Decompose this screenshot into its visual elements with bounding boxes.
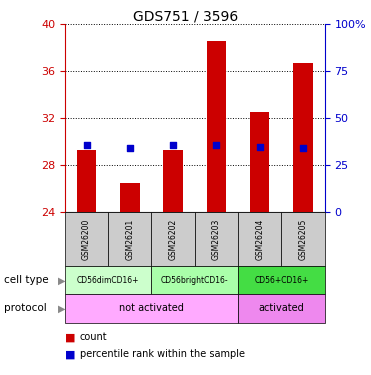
Text: GDS751 / 3596: GDS751 / 3596: [133, 9, 238, 23]
Point: [170, 142, 176, 148]
Text: count: count: [80, 333, 107, 342]
Point: [257, 144, 263, 150]
Text: protocol: protocol: [4, 303, 46, 313]
Text: GSM26204: GSM26204: [255, 218, 264, 260]
Text: CD56+CD16+: CD56+CD16+: [254, 276, 309, 285]
Point: [213, 142, 219, 148]
Text: activated: activated: [259, 303, 304, 313]
Bar: [293, 63, 313, 212]
Text: percentile rank within the sample: percentile rank within the sample: [80, 350, 245, 359]
Text: GSM26200: GSM26200: [82, 218, 91, 260]
Text: cell type: cell type: [4, 275, 48, 285]
Text: CD56brightCD16-: CD56brightCD16-: [161, 276, 229, 285]
Text: ■: ■: [65, 350, 75, 359]
Text: not activated: not activated: [119, 303, 184, 313]
Bar: [120, 183, 139, 212]
Bar: [163, 150, 183, 212]
Text: GSM26203: GSM26203: [212, 218, 221, 260]
Point: [127, 145, 133, 151]
Bar: [207, 41, 226, 212]
Point: [300, 145, 306, 151]
Text: ▶: ▶: [58, 275, 65, 285]
Bar: [250, 112, 269, 212]
Text: ▶: ▶: [58, 303, 65, 313]
Point: [83, 142, 89, 148]
Text: GSM26202: GSM26202: [169, 218, 178, 259]
Text: CD56dimCD16+: CD56dimCD16+: [77, 276, 139, 285]
Bar: [77, 150, 96, 212]
Text: GSM26205: GSM26205: [299, 218, 308, 260]
Text: ■: ■: [65, 333, 75, 342]
Text: GSM26201: GSM26201: [125, 218, 134, 259]
